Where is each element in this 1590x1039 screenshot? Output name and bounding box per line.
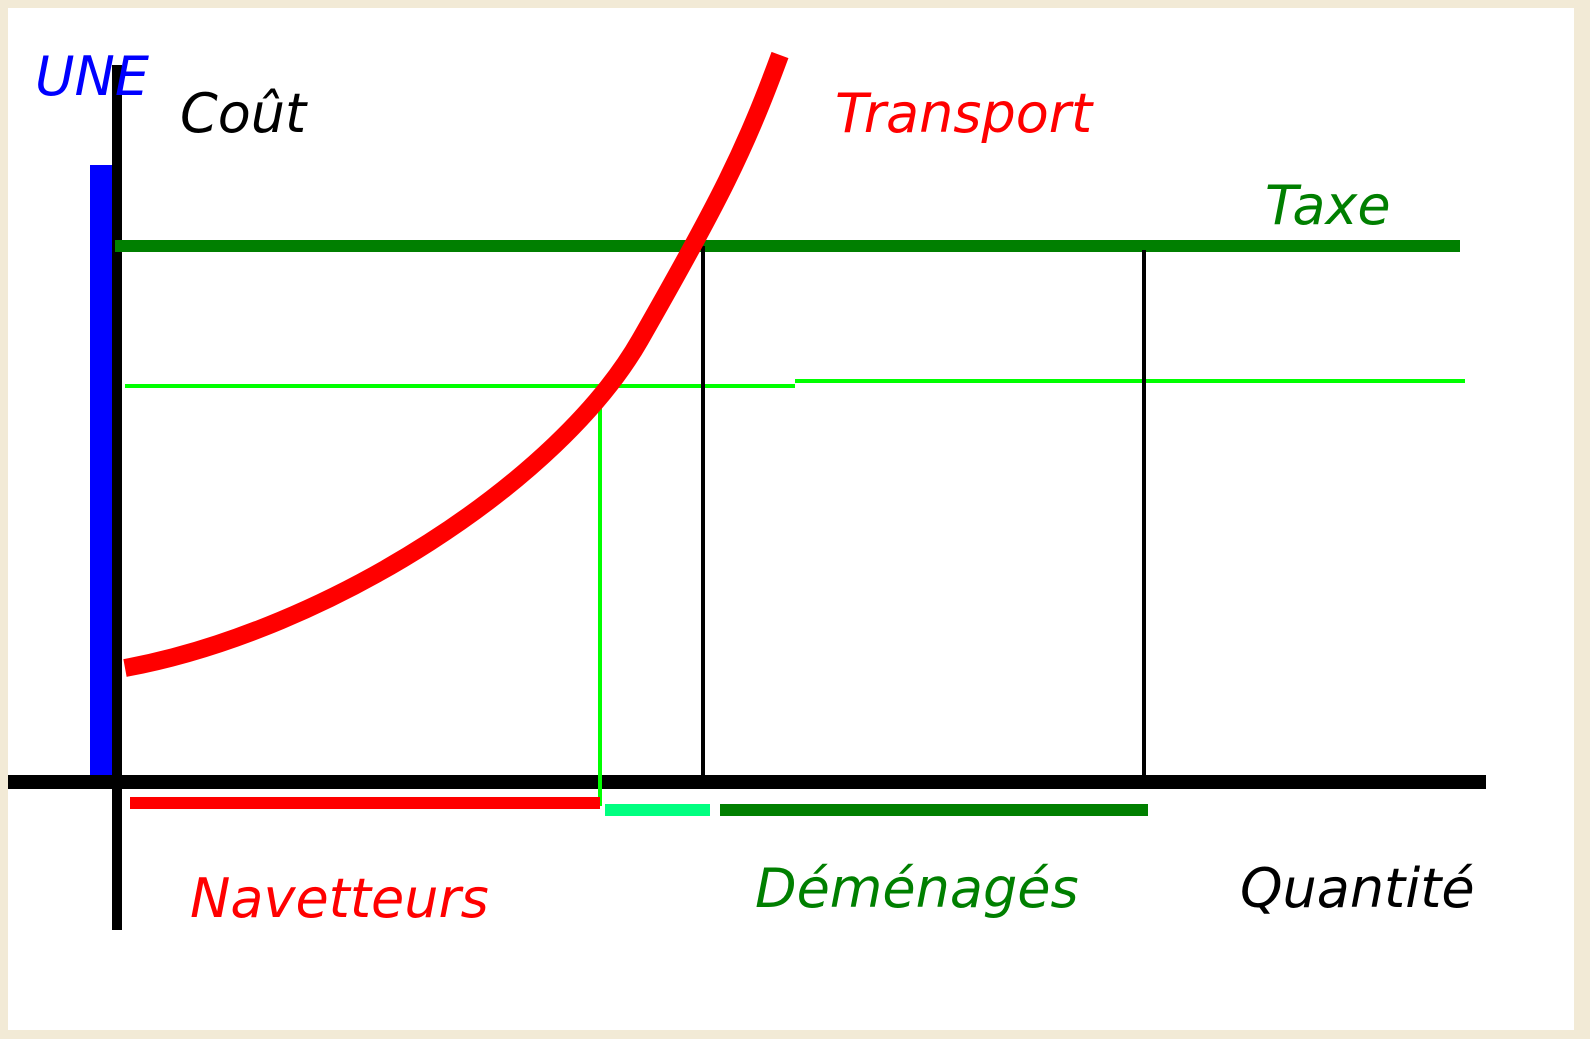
y-axis-letter: UNE	[35, 45, 150, 108]
y-axis-label: Coût	[180, 82, 308, 145]
transport-curve	[123, 51, 789, 677]
movers-label: Déménagés	[755, 857, 1079, 920]
curve-label: Transport	[835, 82, 1094, 145]
commuters-bar	[130, 797, 600, 809]
y-axis	[112, 65, 122, 930]
x-axis-label: Quantité	[1240, 857, 1475, 920]
x-axis	[8, 775, 1486, 789]
transition-bar	[605, 804, 710, 816]
tax-line	[115, 240, 1460, 252]
movers-bar	[720, 804, 1148, 816]
commuters-label: Navetteurs	[190, 867, 489, 930]
blue-bar	[90, 165, 112, 777]
tax-label: Taxe	[1265, 174, 1391, 237]
canvas	[8, 8, 1574, 1030]
